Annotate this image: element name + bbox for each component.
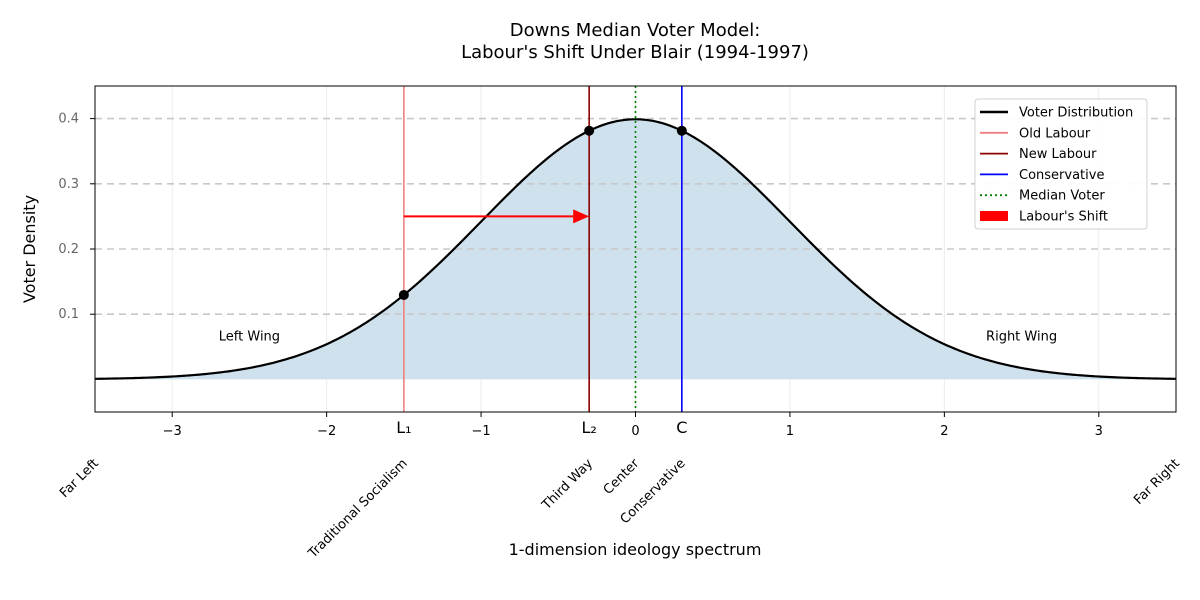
x-tick-label: 1 [786, 424, 794, 439]
shift-arrow-head [573, 209, 590, 224]
position-point [584, 125, 595, 136]
legend-label: Voter Distribution [1019, 106, 1133, 121]
position-point [398, 289, 409, 300]
legend-frame [974, 98, 1148, 230]
spectrum-label: Far Left [57, 456, 102, 501]
position-tick-label-c: C [676, 418, 687, 437]
legend-label: Labour's Shift [1019, 210, 1108, 225]
legend-label: Median Voter [1019, 189, 1105, 204]
legend-swatch [980, 211, 1008, 221]
x-tick-label: 3 [1095, 424, 1103, 439]
y-tick-label: 0.3 [58, 177, 79, 192]
spectrum-label: Center [601, 456, 643, 498]
spectrum-label: Third Way [539, 456, 596, 513]
chart-title-line2: Labour's Shift Under Blair (1994-1997) [461, 42, 809, 63]
x-tick-label: −1 [471, 424, 490, 439]
region-label: Left Wing [219, 329, 280, 344]
x-tick-label: 2 [940, 424, 948, 439]
legend-label: New Labour [1019, 147, 1097, 162]
region-label: Right Wing [986, 329, 1057, 344]
x-tick-label: −3 [163, 424, 182, 439]
spectrum-label: Far Right [1131, 456, 1183, 508]
x-tick-label: −2 [317, 424, 336, 439]
position-point [676, 125, 687, 136]
y-tick-label: 0.2 [58, 242, 79, 257]
position-tick-label-l1: L₁ [396, 418, 411, 437]
legend-label: Conservative [1019, 168, 1104, 183]
y-tick-label: 0.1 [58, 307, 79, 322]
distribution-line [95, 118, 1176, 380]
x-axis-label: 1-dimension ideology spectrum [509, 540, 762, 559]
position-tick-label-l2: L₂ [582, 418, 597, 437]
plot-area: Left Wing Right Wing −3 −2 −1 0 1 2 3 L₁ L₂ C 0.1 0.2… [57, 85, 1183, 562]
y-axis-label: Voter Density [20, 195, 39, 303]
x-tick-label: 0 [631, 424, 639, 439]
y-tick-label: 0.4 [58, 112, 79, 127]
spectrum-label: Traditional Socialism [305, 456, 411, 562]
chart-title-line1: Downs Median Voter Model: [510, 20, 761, 41]
legend-label: Old Labour [1019, 126, 1091, 141]
legend: Voter Distribution Old Labour New Labour Co… [974, 98, 1148, 230]
